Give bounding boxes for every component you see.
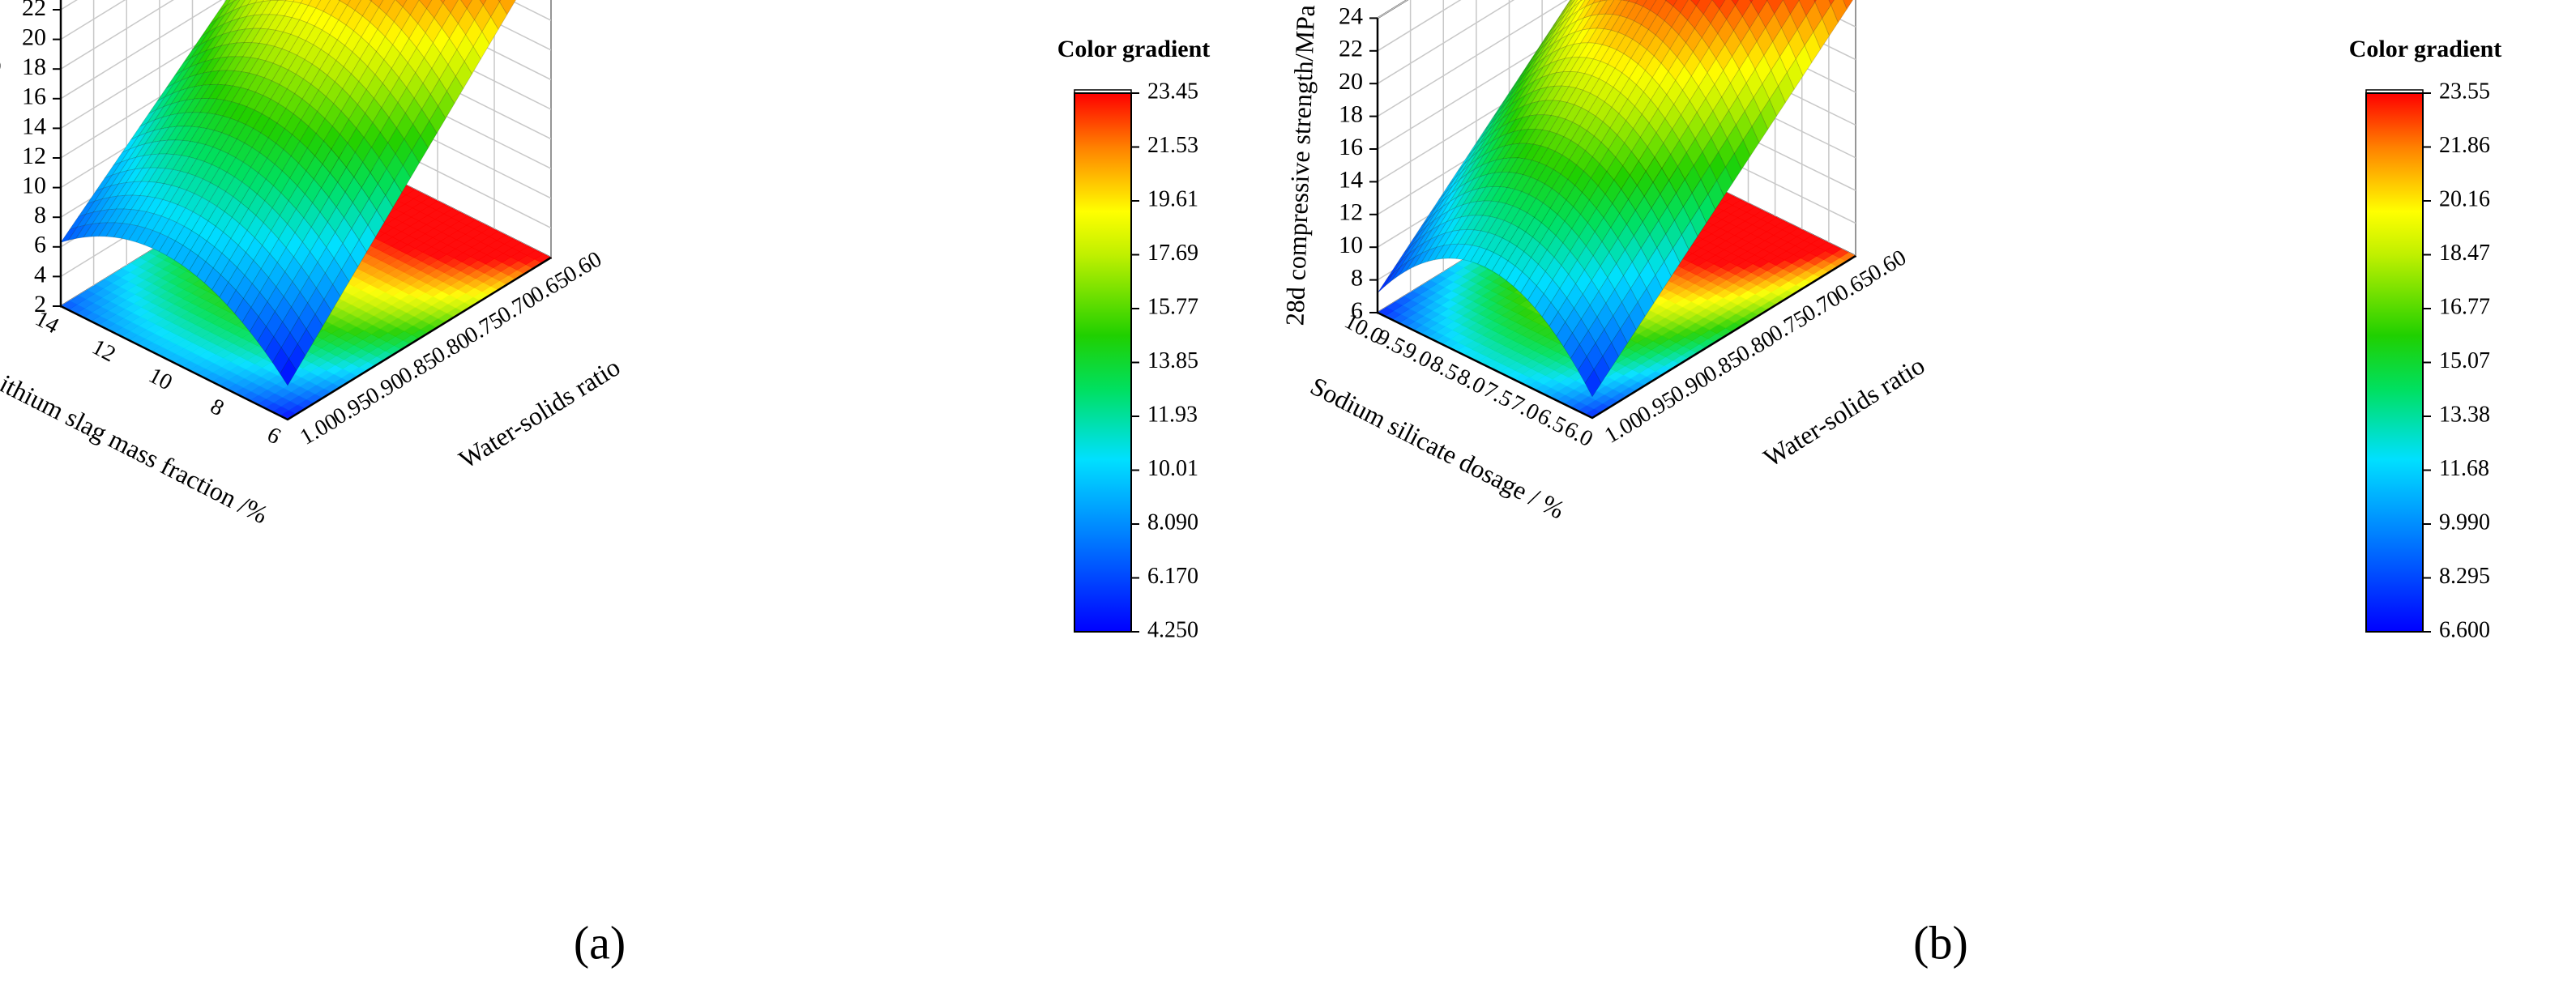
- colorbar-tick-label: 11.93: [1147, 402, 1198, 427]
- z-tick-label: 12: [1339, 199, 1363, 226]
- z-tick-label: 10: [22, 172, 46, 198]
- y-axis-title: Water-solids ratio: [1758, 351, 1930, 473]
- colorbar-tick-label: 6.600: [2439, 617, 2490, 642]
- colorbar-tick-label: 8.090: [1147, 509, 1198, 535]
- colorbar-tick-label: 9.990: [2439, 509, 2490, 535]
- x-tick-label: 6: [263, 422, 285, 450]
- colorbar-tick-label: 10.01: [1147, 456, 1198, 481]
- colorbar-tick-label: 23.45: [1147, 79, 1198, 104]
- colorbar-tick-label: 19.61: [1147, 186, 1198, 211]
- panel-b: 68101214161820222410.09.59.08.58.07.57.0…: [1279, 0, 2501, 969]
- colorbar-tick-label: 6.170: [1147, 564, 1198, 589]
- colorbar-tick-label: 13.38: [2439, 402, 2490, 427]
- colorbar-tick-label: 15.77: [1147, 294, 1198, 319]
- x-tick-label: 8: [207, 394, 229, 421]
- z-tick-label: 22: [1339, 36, 1363, 62]
- colorbar-title: Color gradient: [2349, 36, 2502, 62]
- z-tick-label: 12: [22, 143, 46, 169]
- colorbar-tick-label: 21.53: [1147, 133, 1198, 158]
- colorbar-tick-label: 18.47: [2439, 241, 2490, 266]
- panel-a: 24681012141618202224141210861.000.950.90…: [0, 0, 1210, 969]
- z-tick-label: 4: [34, 261, 46, 288]
- colorbar-tick-label: 4.250: [1147, 617, 1198, 642]
- wall-gridline: [60, 0, 552, 159]
- colorbar-tick-label: 15.07: [2439, 348, 2490, 373]
- z-tick-label: 18: [1339, 100, 1363, 127]
- colorbar-tick-label: 16.77: [2439, 294, 2490, 319]
- colorbar-tick-label: 17.69: [1147, 241, 1198, 266]
- colorbar-tick-label: 23.55: [2439, 79, 2490, 104]
- colorbar: [2365, 92, 2424, 633]
- colorbar-tick-label: 13.85: [1147, 348, 1198, 373]
- z-tick-label: 20: [22, 23, 46, 50]
- z-tick-label: 18: [22, 53, 46, 80]
- x-tick-label: 12: [88, 335, 119, 368]
- colorbar-tick-label: 8.295: [2439, 564, 2490, 589]
- colorbar-tick-label: 20.16: [2439, 186, 2490, 211]
- z-axis-title: 28d compressive strength/MPa: [1279, 4, 1320, 326]
- colorbar-title: Color gradient: [1057, 36, 1211, 62]
- z-axis-title: 28d compressive strength/MPa: [0, 0, 3, 304]
- colorbar-tick-label: 21.86: [2439, 133, 2490, 158]
- z-tick-label: 16: [22, 83, 46, 110]
- z-tick-label: 16: [1339, 134, 1363, 160]
- z-tick-label: 8: [1351, 264, 1363, 291]
- z-tick-label: 14: [1339, 166, 1363, 193]
- wall-gridline: [60, 0, 552, 70]
- z-tick-label: 24: [1339, 2, 1363, 29]
- x-axis-title: Sodium silicate dosage / %: [1306, 371, 1570, 524]
- colorbar: [1074, 92, 1132, 633]
- x-tick-label: 10: [144, 363, 176, 396]
- z-tick-label: 22: [22, 0, 46, 21]
- panel-label: (a): [574, 916, 626, 969]
- z-tick-label: 10: [1339, 232, 1363, 258]
- z-tick-label: 20: [1339, 68, 1363, 95]
- z-tick-label: 14: [22, 113, 46, 139]
- z-tick-label: 6: [34, 232, 46, 258]
- z-tick-label: 8: [34, 202, 46, 228]
- colorbar-tick-label: 11.68: [2439, 456, 2489, 481]
- panel-label: (b): [1913, 916, 1968, 969]
- y-axis-title: Water-solids ratio: [454, 352, 626, 475]
